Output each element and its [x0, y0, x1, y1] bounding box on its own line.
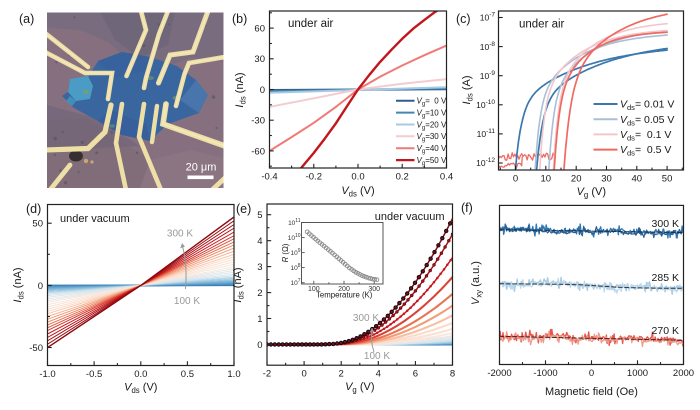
- svg-text:4: 4: [257, 236, 262, 247]
- svg-text:107: 107: [290, 278, 300, 287]
- svg-text:under air: under air: [288, 18, 334, 30]
- svg-text:0: 0: [589, 368, 594, 379]
- svg-text:60: 60: [254, 24, 265, 35]
- svg-text:1.0: 1.0: [227, 369, 240, 380]
- svg-text:-1.0: -1.0: [39, 369, 55, 380]
- svg-text:270 K: 270 K: [652, 325, 679, 337]
- svg-text:30: 30: [254, 54, 265, 65]
- svg-text:300 K: 300 K: [353, 313, 379, 324]
- svg-text:-30: -30: [251, 116, 265, 127]
- svg-text:Vg=10 V: Vg=10 V: [417, 108, 447, 119]
- svg-text:Vds (V): Vds (V): [341, 185, 374, 199]
- svg-text:(c): (c): [456, 12, 471, 26]
- svg-text:Vg=20 V: Vg=20 V: [417, 120, 447, 131]
- svg-text:(b): (b): [232, 12, 247, 26]
- svg-text:-1000: -1000: [533, 368, 557, 379]
- svg-text:Vg (V): Vg (V): [577, 186, 606, 200]
- svg-text:-2000: -2000: [487, 368, 511, 379]
- svg-text:R (Ω): R (Ω): [281, 243, 290, 262]
- svg-text:Vg=40 V: Vg=40 V: [417, 144, 447, 155]
- svg-text:0.2: 0.2: [396, 172, 409, 183]
- svg-text:Vds= 0.1 V: Vds= 0.1 V: [620, 129, 671, 143]
- svg-text:1011: 1011: [288, 218, 301, 227]
- svg-text:0.4: 0.4: [440, 172, 453, 183]
- svg-text:30: 30: [601, 174, 612, 185]
- svg-text:under vacuum: under vacuum: [375, 211, 445, 223]
- svg-text:3: 3: [257, 262, 262, 273]
- svg-text:10: 10: [541, 174, 552, 185]
- svg-text:(d): (d): [26, 202, 41, 216]
- svg-text:-50: -50: [29, 343, 43, 354]
- svg-text:-0.5: -0.5: [86, 369, 102, 380]
- svg-text:1000: 1000: [627, 368, 648, 379]
- svg-text:300 K: 300 K: [167, 229, 193, 240]
- svg-text:0: 0: [260, 85, 265, 96]
- svg-text:1010: 1010: [288, 233, 301, 242]
- svg-text:2: 2: [257, 288, 262, 299]
- svg-text:20: 20: [571, 174, 582, 185]
- svg-text:Vg (V): Vg (V): [345, 381, 374, 395]
- svg-text:300: 300: [368, 286, 380, 293]
- svg-text:285 K: 285 K: [652, 272, 679, 284]
- svg-text:under vacuum: under vacuum: [60, 213, 130, 225]
- svg-text:(e): (e): [236, 202, 251, 216]
- svg-text:(a): (a): [19, 12, 34, 26]
- svg-text:2000: 2000: [673, 368, 694, 379]
- svg-text:Vxy (a.u.): Vxy (a.u.): [470, 261, 484, 305]
- svg-text:-60: -60: [251, 146, 265, 157]
- svg-text:10-12: 10-12: [476, 157, 495, 168]
- svg-text:50: 50: [662, 174, 673, 185]
- svg-text:5: 5: [257, 210, 262, 221]
- svg-text:50: 50: [32, 219, 43, 230]
- svg-text:1: 1: [257, 314, 262, 325]
- svg-text:8: 8: [450, 369, 455, 380]
- svg-text:Ids (A): Ids (A): [461, 75, 475, 104]
- svg-text:4: 4: [376, 369, 381, 380]
- svg-text:Ids (nA): Ids (nA): [234, 72, 248, 107]
- svg-text:Magnetic field (Oe): Magnetic field (Oe): [545, 386, 638, 398]
- svg-text:Ids (nA): Ids (nA): [12, 267, 26, 302]
- svg-text:0: 0: [257, 340, 262, 351]
- svg-text:0.0: 0.0: [351, 172, 364, 183]
- svg-text:40: 40: [632, 174, 643, 185]
- svg-text:Vg= 0 V: Vg= 0 V: [417, 97, 447, 108]
- svg-text:100 K: 100 K: [174, 296, 200, 307]
- svg-text:-0.2: -0.2: [306, 172, 322, 183]
- svg-text:10-7: 10-7: [480, 12, 496, 23]
- svg-text:0.5: 0.5: [181, 369, 194, 380]
- svg-text:10-8: 10-8: [480, 41, 496, 52]
- svg-text:108: 108: [290, 263, 300, 272]
- svg-text:10-11: 10-11: [477, 128, 496, 139]
- svg-text:0: 0: [513, 174, 518, 185]
- svg-text:6: 6: [413, 369, 418, 380]
- svg-text:-2: -2: [263, 369, 271, 380]
- svg-text:Vg=30 V: Vg=30 V: [417, 132, 447, 143]
- svg-text:10-10: 10-10: [476, 99, 495, 110]
- svg-text:0: 0: [301, 369, 306, 380]
- svg-text:100 K: 100 K: [364, 351, 390, 362]
- svg-text:Temperature (K): Temperature (K): [316, 291, 373, 300]
- svg-text:100: 100: [308, 286, 320, 293]
- svg-text:200: 200: [338, 286, 350, 293]
- svg-text:Vds= 0.5 V: Vds= 0.5 V: [620, 144, 671, 158]
- svg-text:10-9: 10-9: [480, 70, 496, 81]
- svg-text:0: 0: [38, 281, 43, 292]
- svg-text:-0.4: -0.4: [261, 172, 277, 183]
- svg-text:Vds= 0.05 V: Vds= 0.05 V: [620, 114, 674, 128]
- svg-text:(f): (f): [461, 201, 473, 215]
- svg-text:109: 109: [290, 248, 300, 257]
- svg-text:300 K: 300 K: [652, 218, 679, 230]
- svg-text:20 μm: 20 μm: [186, 162, 217, 174]
- svg-text:Ids (nA): Ids (nA): [232, 267, 246, 302]
- svg-text:0.0: 0.0: [134, 369, 147, 380]
- svg-text:2: 2: [339, 369, 344, 380]
- svg-text:Vg=50 V: Vg=50 V: [417, 156, 447, 167]
- svg-text:under air: under air: [519, 19, 565, 31]
- svg-text:Vds= 0.01 V: Vds= 0.01 V: [620, 99, 674, 113]
- svg-text:Vds (V): Vds (V): [124, 382, 157, 396]
